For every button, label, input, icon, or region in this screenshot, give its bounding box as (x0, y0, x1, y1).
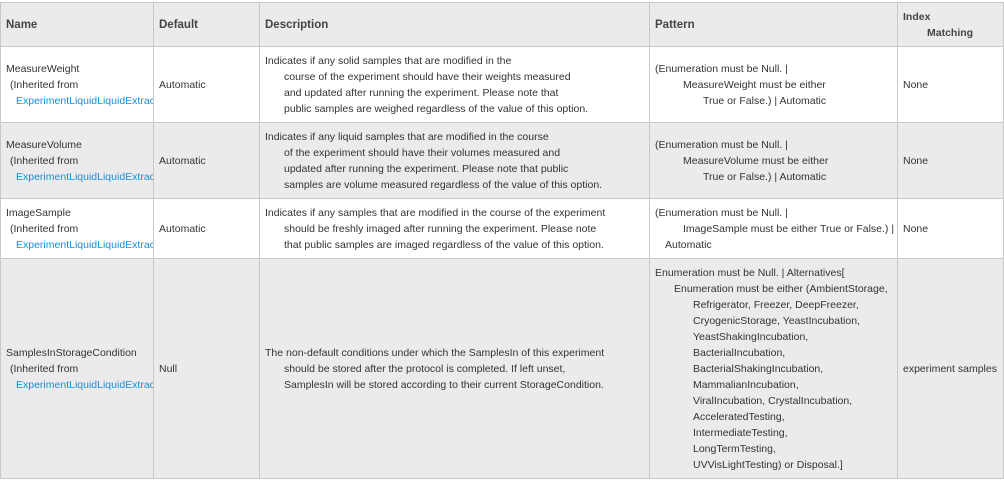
header-cell: Pattern (650, 2, 898, 47)
default-cell: Automatic (154, 47, 260, 123)
name-text: (Inherited from (10, 362, 79, 375)
description-text: should be stored after the protocol is c… (284, 362, 566, 375)
index-matching-cell: None (898, 199, 1004, 259)
pattern-text: ImageSample must be either True or False… (683, 222, 895, 235)
pattern-text: (Enumeration must be Null. | (655, 138, 788, 151)
name-text: (Inherited from (10, 154, 79, 167)
pattern-text: Enumeration must be Null. | Alternatives… (655, 266, 845, 279)
pattern-text: LongTermTesting, (693, 442, 776, 455)
default-cell: Automatic (154, 123, 260, 199)
pattern-text: (Enumeration must be Null. | (655, 62, 788, 75)
description-text: updated after running the experiment. Pl… (284, 162, 569, 175)
description-text: SamplesIn will be stored according to th… (284, 378, 604, 391)
pattern-text: AcceleratedTesting, (693, 410, 785, 423)
description-text: should be freshly imaged after running t… (284, 222, 597, 235)
default-cell: Automatic (154, 199, 260, 259)
description-text: of the experiment should have their volu… (284, 146, 561, 159)
index-matching-text: None (903, 78, 929, 91)
name-text: MeasureVolume (6, 138, 82, 151)
pattern-text: Enumeration must be either (AmbientStora… (674, 282, 888, 295)
header-cell: Name (0, 2, 154, 47)
index-matching-text: None (903, 222, 929, 235)
name-cell: MeasureWeight (Inherited from ExperimentLi… (0, 47, 154, 123)
name-cell: MeasureVolume (Inherited from ExperimentLi… (0, 123, 154, 199)
default-text: Automatic (159, 154, 206, 167)
name-text: (Inherited from (10, 222, 79, 235)
index-matching-text: None (903, 154, 929, 167)
header-text: Matching (927, 26, 974, 39)
description-text: Indicates if any solid samples that are … (265, 54, 512, 67)
description-text: Indicates if any liquid samples that are… (265, 130, 549, 143)
index-matching-cell: None (898, 47, 1004, 123)
description-cell: The non-default conditions under which t… (260, 259, 650, 479)
index-matching-cell: None (898, 123, 1004, 199)
name-text: ImageSample (6, 206, 71, 219)
description-text: samples are volume measured regardless o… (284, 178, 603, 191)
pattern-cell: Enumeration must be Null. | Alternatives… (650, 259, 898, 479)
pattern-text: BacterialShakingIncubation, (693, 362, 824, 375)
link: ExperimentLiquidLiquidExtrac (16, 170, 154, 183)
index-matching-cell: experiment samples (898, 259, 1004, 479)
name-text: MeasureWeight (6, 62, 80, 75)
description-text: that public samples are imaged regardles… (284, 238, 604, 251)
pattern-cell: (Enumeration must be Null. | MeasureWeigh… (650, 47, 898, 123)
description-text: course of the experiment should have the… (284, 70, 571, 83)
name-cell: SamplesInStorageCondition (Inherited from… (0, 259, 154, 479)
default-cell: Null (154, 259, 260, 479)
pattern-text: True or False.) | Automatic (703, 170, 827, 183)
pattern-cell: (Enumeration must be Null. | MeasureVolum… (650, 123, 898, 199)
link: ExperimentLiquidLiquidExtrac (16, 378, 154, 391)
header-text: Default (159, 18, 198, 31)
pattern-text: True or False.) | Automatic (703, 94, 827, 107)
pattern-text: ViralIncubation, CrystalIncubation, (693, 394, 853, 407)
pattern-text: IntermediateTesting, (693, 426, 788, 439)
header-text: Name (6, 18, 38, 31)
pattern-text: UVVisLightTesting) or Disposal.] (693, 458, 843, 471)
name-text: SamplesInStorageCondition (6, 346, 137, 359)
pattern-text: (Enumeration must be Null. | (655, 206, 788, 219)
pattern-text: Automatic (665, 238, 712, 251)
header-cell: Default (154, 2, 260, 47)
header-cell: Description (260, 2, 650, 47)
description-text: Indicates if any samples that are modifi… (265, 206, 606, 219)
link: ExperimentLiquidLiquidExtrac (16, 238, 154, 251)
header-cell: Index Matching (898, 2, 1004, 47)
pattern-text: Refrigerator, Freezer, DeepFreezer, (693, 298, 859, 311)
description-cell: Indicates if any solid samples that are … (260, 47, 650, 123)
description-text: and updated after running the experiment… (284, 86, 559, 99)
pattern-text: MeasureWeight must be either (683, 78, 826, 91)
default-text: Automatic (159, 222, 206, 235)
pattern-text: MeasureVolume must be either (683, 154, 829, 167)
pattern-text: MammalianIncubation, (693, 378, 799, 391)
header-text: Pattern (655, 18, 695, 31)
index-matching-text: experiment samples (903, 362, 997, 375)
description-text: public samples are weighed regardless of… (284, 102, 589, 115)
description-cell: Indicates if any liquid samples that are… (260, 123, 650, 199)
default-text: Null (159, 362, 178, 375)
description-cell: Indicates if any samples that are modifi… (260, 199, 650, 259)
pattern-text: CryogenicStorage, YeastIncubation, (693, 314, 860, 327)
pattern-text: BacterialIncubation, (693, 346, 786, 359)
pattern-text: YeastShakingIncubation, (693, 330, 809, 343)
pattern-cell: (Enumeration must be Null. | ImageSample … (650, 199, 898, 259)
description-text: The non-default conditions under which t… (265, 346, 605, 359)
name-text: (Inherited from (10, 78, 79, 91)
header-text: Description (265, 18, 329, 31)
name-cell: ImageSample (Inherited from ExperimentLiqu… (0, 199, 154, 259)
default-text: Automatic (159, 78, 206, 91)
link: ExperimentLiquidLiquidExtrac (16, 94, 154, 107)
header-text: Index (903, 10, 931, 23)
